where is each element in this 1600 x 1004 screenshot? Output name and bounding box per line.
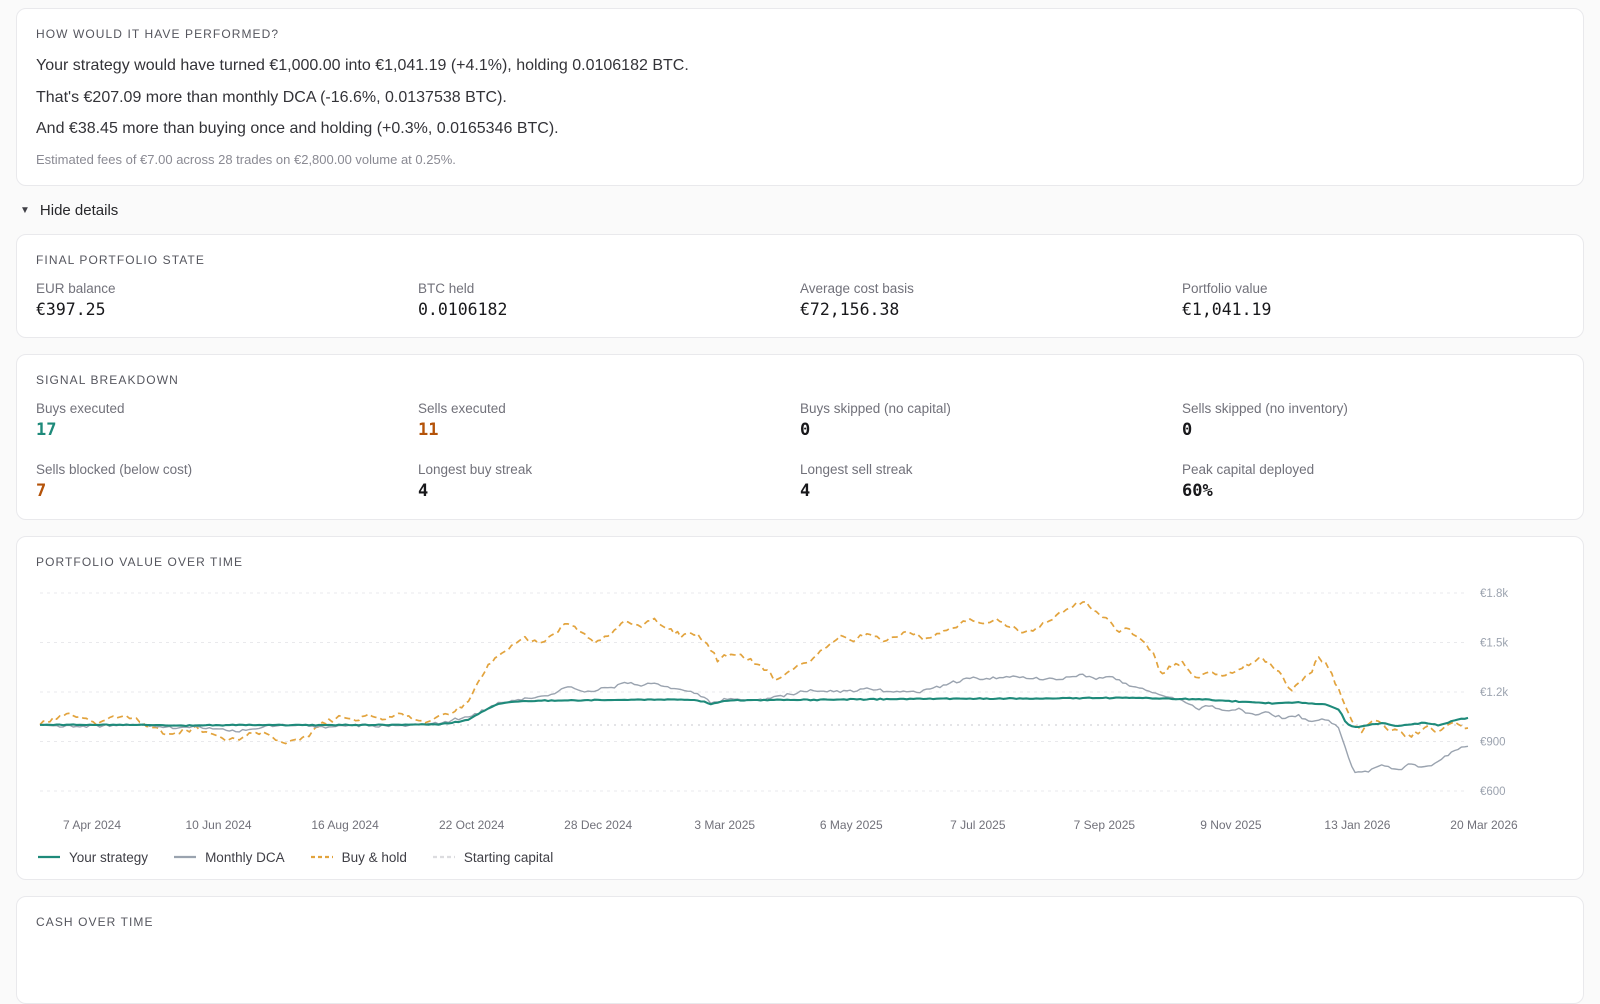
stat-label: Sells executed — [418, 401, 800, 416]
stat-value: 0 — [800, 420, 1182, 440]
y-tick-label: €1.5k — [1480, 637, 1508, 649]
x-tick-label: 7 Sep 2025 — [1074, 818, 1136, 832]
stat-longest-sell-streak: Longest sell streak 4 — [800, 462, 1182, 501]
chart-legend: Your strategy Monthly DCA Buy & hold Starti… — [38, 850, 1564, 865]
series-your-strategy — [40, 697, 1468, 727]
stat-value: €397.25 — [36, 300, 418, 319]
legend-swatch-icon — [311, 854, 333, 860]
stat-eur-balance: EUR balance €397.25 — [36, 281, 418, 319]
stat-label: Sells skipped (no inventory) — [1182, 401, 1564, 416]
stat-value: 0.0106182 — [418, 300, 800, 319]
summary-strategy-line: Your strategy would have turned €1,000.0… — [36, 55, 1564, 77]
y-tick-label: €600 — [1480, 786, 1506, 798]
x-tick-label: 20 Mar 2026 — [1450, 818, 1518, 832]
legend-label: Buy & hold — [342, 850, 407, 865]
stat-value: 4 — [800, 481, 1182, 501]
stat-label: Buys skipped (no capital) — [800, 401, 1182, 416]
x-tick-label: 16 Aug 2024 — [311, 818, 379, 832]
stat-value: 7 — [36, 481, 418, 501]
stat-label: Average cost basis — [800, 281, 1182, 296]
hide-details-toggle[interactable]: ▼ Hide details — [20, 202, 118, 219]
legend-swatch-icon — [38, 854, 60, 860]
stat-average-cost-basis: Average cost basis €72,156.38 — [800, 281, 1182, 319]
stat-buys-executed: Buys executed 17 — [36, 401, 418, 440]
x-tick-label: 13 Jan 2026 — [1324, 818, 1390, 832]
stat-label: EUR balance — [36, 281, 418, 296]
stat-value: 11 — [418, 420, 800, 440]
summary-card: HOW WOULD IT HAVE PERFORMED? Your strate… — [16, 8, 1584, 186]
x-tick-label: 9 Nov 2025 — [1200, 818, 1262, 832]
portfolio-chart: €1.8k €1.5k €1.2k €900 €600 7 Apr 2024 10 Jun … — [36, 583, 1564, 842]
series-monthly-dca — [40, 674, 1468, 772]
legend-item-starting-capital: Starting capital — [433, 850, 553, 865]
stat-label: Peak capital deployed — [1182, 462, 1564, 477]
legend-item-buy-hold: Buy & hold — [311, 850, 407, 865]
signal-breakdown-grid: Buys executed 17 Sells executed 11 Buys … — [36, 401, 1564, 501]
summary-hold-comparison-line: And €38.45 more than buying once and hol… — [36, 118, 1564, 140]
stat-longest-buy-streak: Longest buy streak 4 — [418, 462, 800, 501]
backtest-report-page: HOW WOULD IT HAVE PERFORMED? Your strate… — [0, 0, 1600, 1004]
x-tick-label: 7 Apr 2024 — [63, 818, 121, 832]
x-tick-label: 7 Jul 2025 — [950, 818, 1006, 832]
stat-value: 4 — [418, 481, 800, 501]
final-portfolio-grid: EUR balance €397.25 BTC held 0.0106182 A… — [36, 281, 1564, 319]
stat-value: €72,156.38 — [800, 300, 1182, 319]
stat-value: 60% — [1182, 481, 1564, 501]
legend-swatch-icon — [433, 854, 455, 860]
summary-title: HOW WOULD IT HAVE PERFORMED? — [36, 27, 1564, 41]
stat-sells-executed: Sells executed 11 — [418, 401, 800, 440]
stat-value: €1,041.19 — [1182, 300, 1564, 319]
cash-chart-title: CASH OVER TIME — [36, 915, 1564, 929]
portfolio-chart-card: PORTFOLIO VALUE OVER TIME €1.8k €1.5k €1.2… — [16, 536, 1584, 880]
stat-peak-capital-deployed: Peak capital deployed 60% — [1182, 462, 1564, 501]
stat-btc-held: BTC held 0.0106182 — [418, 281, 800, 319]
stat-buys-skipped: Buys skipped (no capital) 0 — [800, 401, 1182, 440]
y-tick-label: €1.8k — [1480, 588, 1508, 600]
signal-breakdown-title: SIGNAL BREAKDOWN — [36, 373, 1564, 387]
portfolio-chart-svg: €1.8k €1.5k €1.2k €900 €600 7 Apr 2024 10 Jun … — [36, 583, 1538, 837]
x-tick-label: 22 Oct 2024 — [439, 818, 505, 832]
legend-item-your-strategy: Your strategy — [38, 850, 148, 865]
x-tick-label: 6 May 2025 — [820, 818, 883, 832]
stat-portfolio-value: Portfolio value €1,041.19 — [1182, 281, 1564, 319]
legend-item-monthly-dca: Monthly DCA — [174, 850, 285, 865]
portfolio-chart-title: PORTFOLIO VALUE OVER TIME — [36, 555, 1564, 569]
stat-label: Sells blocked (below cost) — [36, 462, 418, 477]
stat-label: Longest sell streak — [800, 462, 1182, 477]
y-tick-label: €1.2k — [1480, 687, 1508, 699]
stat-label: BTC held — [418, 281, 800, 296]
legend-label: Your strategy — [69, 850, 148, 865]
stat-sells-blocked: Sells blocked (below cost) 7 — [36, 462, 418, 501]
triangle-down-icon: ▼ — [20, 205, 30, 216]
stat-label: Longest buy streak — [418, 462, 800, 477]
stat-value: 17 — [36, 420, 418, 440]
final-portfolio-card: FINAL PORTFOLIO STATE EUR balance €397.2… — [16, 234, 1584, 338]
series-buy-hold — [40, 601, 1468, 743]
x-tick-label: 3 Mar 2025 — [694, 818, 755, 832]
y-tick-label: €900 — [1480, 736, 1506, 748]
hide-details-label: Hide details — [40, 202, 118, 219]
legend-label: Starting capital — [464, 850, 553, 865]
signal-breakdown-card: SIGNAL BREAKDOWN Buys executed 17 Sells … — [16, 354, 1584, 520]
cash-chart-card: CASH OVER TIME — [16, 896, 1584, 1004]
stat-sells-skipped: Sells skipped (no inventory) 0 — [1182, 401, 1564, 440]
final-portfolio-title: FINAL PORTFOLIO STATE — [36, 253, 1564, 267]
x-tick-label: 28 Dec 2024 — [564, 818, 632, 832]
summary-fees-line: Estimated fees of €7.00 across 28 trades… — [36, 152, 1564, 167]
stat-value: 0 — [1182, 420, 1564, 440]
legend-label: Monthly DCA — [205, 850, 285, 865]
x-tick-label: 10 Jun 2024 — [186, 818, 252, 832]
stat-label: Portfolio value — [1182, 281, 1564, 296]
stat-label: Buys executed — [36, 401, 418, 416]
legend-swatch-icon — [174, 854, 196, 860]
summary-dca-comparison-line: That's €207.09 more than monthly DCA (-1… — [36, 87, 1564, 109]
